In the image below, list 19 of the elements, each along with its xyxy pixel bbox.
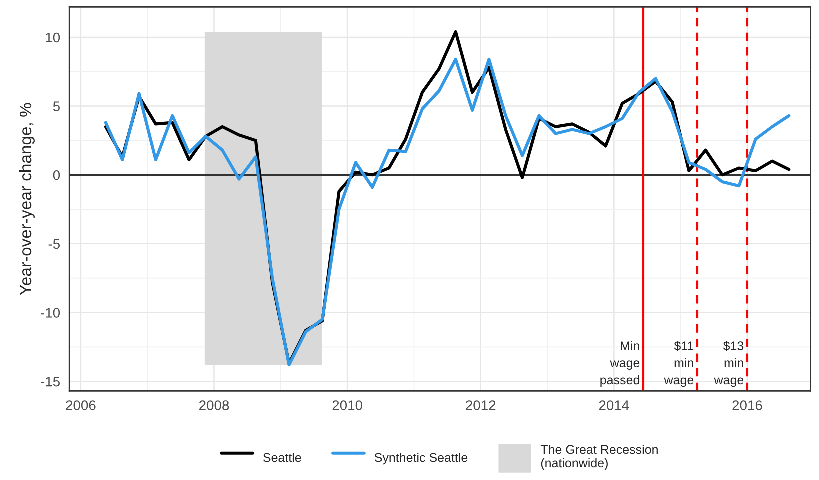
legend-label: Seattle [264,453,302,462]
y-tick-label: 5 [53,102,60,112]
y-tick-label: -10 [41,308,60,318]
x-tick-label: 2012 [466,400,496,410]
y-axis-title: Year-over-year change, % [19,103,35,296]
ref-line-label: $13 min wage [714,341,744,388]
x-tick-label: 2016 [732,400,762,410]
x-tick-label: 2008 [200,400,230,410]
y-tick-label: 10 [46,32,60,43]
legend-label: The Great Recession (nationwide) [540,444,658,470]
ref-line-label: Min wage passed [600,341,640,388]
legend-label: Synthetic Seattle [374,453,468,465]
y-tick-label: 0 [53,170,60,180]
x-tick-label: 2006 [66,400,96,410]
ref-line-label: $11 min wage [664,341,694,388]
y-tick-label: -5 [48,239,60,250]
y-tick-label: -15 [41,377,60,387]
x-tick-label: 2014 [599,400,630,410]
x-tick-label: 2010 [332,400,362,410]
